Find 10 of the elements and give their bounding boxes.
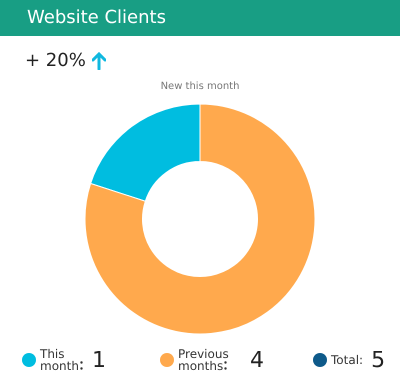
text: 5 <box>371 348 386 372</box>
data-label: 1 <box>92 348 106 372</box>
legend-label: Previous months <box>178 347 229 373</box>
text: Total: <box>331 353 364 367</box>
data-label: 4 <box>250 348 264 372</box>
chart-subtitle: New this month <box>160 80 240 92</box>
chart-title: Website Clients <box>0 0 400 36</box>
donut-slice <box>84 104 316 334</box>
text: + 20% <box>25 50 86 71</box>
legend-label: This month <box>40 347 79 373</box>
